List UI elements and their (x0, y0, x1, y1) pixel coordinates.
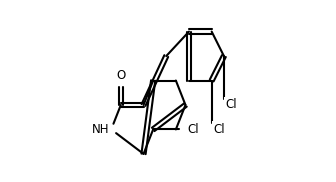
Text: NH: NH (92, 123, 110, 136)
Text: Cl: Cl (187, 123, 199, 136)
Text: O: O (116, 69, 125, 82)
Text: Cl: Cl (226, 98, 237, 112)
Text: Cl: Cl (213, 123, 225, 136)
